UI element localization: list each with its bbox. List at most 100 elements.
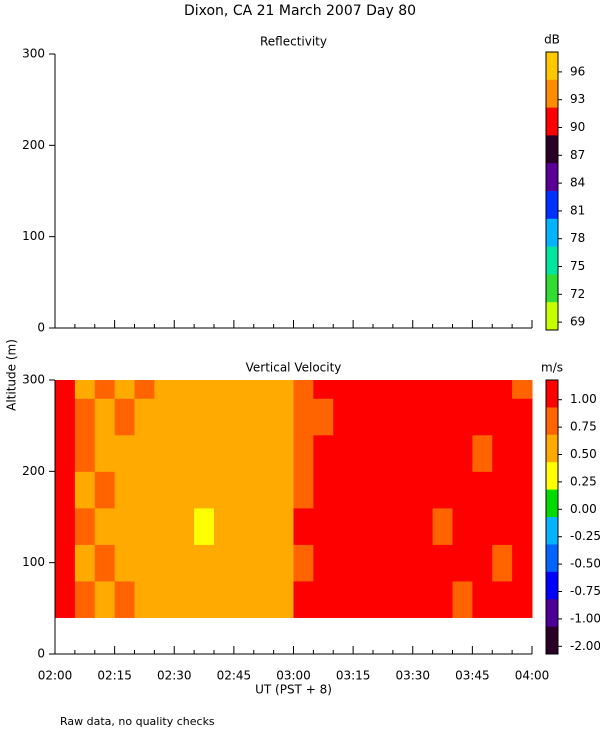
heatmap-cell <box>353 471 374 509</box>
heatmap-cell <box>313 471 334 509</box>
heatmap-cell <box>472 380 493 399</box>
heatmap-cell <box>432 580 453 618</box>
heatmap-cell <box>114 471 135 509</box>
heatmap-cell <box>253 580 275 618</box>
heatmap-cell <box>452 434 473 472</box>
heatmap-cell <box>432 471 453 509</box>
heatmap-cell <box>452 507 473 545</box>
heatmap-cell <box>94 398 116 436</box>
heatmap-cell <box>512 380 533 399</box>
heatmap-cell <box>353 544 374 582</box>
heatmap-cell <box>233 434 255 472</box>
colorbar-tick-label: -0.50 <box>570 557 600 571</box>
heatmap-cell <box>333 544 354 582</box>
heatmap-cell <box>154 471 175 509</box>
heatmap-cell <box>452 544 473 582</box>
heatmap-cell <box>313 398 334 436</box>
colorbar-swatch <box>546 517 558 545</box>
heatmap-cell <box>412 544 434 582</box>
heatmap-cell <box>412 434 434 472</box>
heatmap-cell <box>353 398 374 436</box>
heatmap-cell <box>273 507 294 545</box>
heatmap-cell <box>253 507 275 545</box>
heatmap-cell <box>273 398 294 436</box>
heatmap-cell <box>432 380 453 399</box>
heatmap-cell <box>472 507 493 545</box>
heatmap-cell <box>214 507 235 545</box>
colorbar-swatch <box>546 79 558 108</box>
heatmap-cell <box>233 544 255 582</box>
heatmap-cell <box>55 580 76 618</box>
heatmap-cell <box>74 544 96 582</box>
colorbar-tick-label: 1.00 <box>570 392 597 406</box>
heatmap-cell <box>412 507 434 545</box>
heatmap-cell <box>253 471 275 509</box>
heatmap-cell <box>313 434 334 472</box>
heatmap-cell <box>313 507 334 545</box>
heatmap-cell <box>373 507 394 545</box>
heatmap-cell <box>492 507 513 545</box>
heatmap-cell <box>313 544 334 582</box>
heatmap-cell <box>134 380 155 399</box>
colorbar-tick-label: 78 <box>570 231 585 245</box>
heatmap-cell <box>333 434 354 472</box>
heatmap-cell <box>293 380 314 399</box>
heatmap-cell <box>492 580 513 618</box>
heatmap-cell <box>55 380 76 399</box>
heatmap-cell <box>174 544 195 582</box>
y-tick-label: 200 <box>22 138 45 152</box>
colorbar-frame <box>545 51 559 331</box>
heatmap-cell <box>373 398 394 436</box>
x-tick-label: 03:15 <box>336 669 371 683</box>
y-tick-label: 100 <box>22 229 45 243</box>
heatmap-cell <box>373 471 394 509</box>
x-axis-label: UT (PST + 8) <box>255 683 332 697</box>
heatmap-cell <box>492 471 513 509</box>
heatmap-cell <box>94 434 116 472</box>
heatmap-cell <box>253 380 275 399</box>
colorbar-tick-label: 84 <box>570 176 585 190</box>
heatmap-cell <box>412 471 434 509</box>
heatmap-cell <box>313 580 334 618</box>
heatmap-cell <box>114 434 135 472</box>
heatmap-cell <box>273 580 294 618</box>
y-tick-label: 100 <box>22 555 45 569</box>
heatmap-cell <box>392 580 414 618</box>
heatmap-cell <box>134 434 155 472</box>
heatmap-cell <box>134 471 155 509</box>
heatmap-cell <box>74 471 96 509</box>
colorbar-tick-label: 69 <box>570 315 585 329</box>
heatmap-cell <box>392 471 414 509</box>
y-axis-label: Altitude (m) <box>5 339 19 411</box>
colorbar-unit: m/s <box>541 361 563 375</box>
heatmap-cell <box>94 471 116 509</box>
heatmap-cell <box>452 380 473 399</box>
heatmap-cell <box>293 434 314 472</box>
heatmap-cell <box>492 544 513 582</box>
colorbar-swatch <box>546 380 558 408</box>
heatmap-cell <box>492 434 513 472</box>
colorbar-tick-label: -0.75 <box>570 584 600 598</box>
heatmap-cell <box>333 471 354 509</box>
heatmap-cell <box>452 580 473 618</box>
heatmap-cell <box>194 544 215 582</box>
x-tick-label: 02:45 <box>217 669 252 683</box>
colorbar-swatch <box>546 163 558 192</box>
heatmap-cell <box>214 398 235 436</box>
colorbar-tick-label: -1.00 <box>570 611 600 625</box>
colorbar-swatch <box>546 626 558 655</box>
x-tick-label: 02:15 <box>97 669 132 683</box>
x-tick-label: 03:00 <box>276 669 311 683</box>
heatmap-cell <box>194 398 215 436</box>
heatmap-cell <box>293 580 314 618</box>
heatmap-cell <box>174 434 195 472</box>
heatmap-cell <box>134 580 155 618</box>
heatmap-cell <box>114 380 135 399</box>
heatmap-cell <box>472 398 493 436</box>
heatmap-cell <box>214 434 235 472</box>
heatmap-cell <box>353 380 374 399</box>
panel-title: Vertical Velocity <box>246 361 342 375</box>
heatmap-cell <box>452 398 473 436</box>
